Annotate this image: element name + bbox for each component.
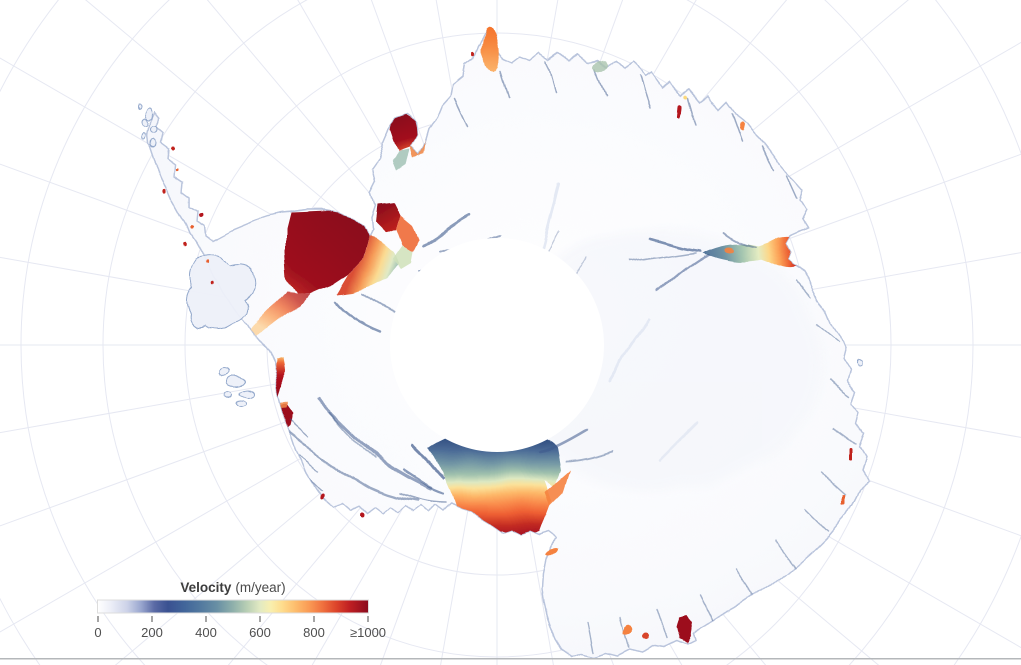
coastal-island (223, 392, 233, 400)
legend-colorbar (97, 599, 369, 614)
islands (137, 103, 864, 408)
faint-flowline (608, 318, 652, 382)
bottom-coast-red-blob (676, 615, 693, 642)
legend-label-600: 600 (249, 625, 271, 640)
legend-title: Velocity (m/year) (180, 580, 285, 595)
legend-label-0: 0 (94, 625, 101, 640)
peninsula-islet (150, 125, 158, 135)
coastal-island (856, 359, 864, 365)
teal-coastal-patch (592, 61, 608, 71)
faint-flowline (658, 418, 702, 462)
filchner-fast-flow (388, 114, 418, 150)
peninsula-red-dot (198, 211, 204, 217)
peninsula-orange-dot (191, 225, 195, 229)
legend: Velocity (m/year) 0 200 400 600 800 ≥1000 (94, 580, 386, 640)
footer-divider (0, 658, 1021, 660)
coastal-island (217, 367, 231, 377)
small-red-spot (676, 106, 682, 118)
legend-label-800: 800 (303, 625, 325, 640)
thwaites-fast-flow (270, 404, 295, 444)
ronne-east-shear (336, 236, 400, 292)
legend-label-400: 400 (195, 625, 217, 640)
peninsula-red-dot (209, 279, 213, 283)
peninsula-red-dot (170, 147, 174, 151)
ronne-fast-flow (286, 212, 369, 293)
peninsula-orange-dot (176, 168, 180, 172)
peninsula-islet (149, 139, 155, 147)
peninsula-islet (140, 132, 146, 140)
amery-orange-spot (724, 246, 734, 252)
pole-data-hole (390, 238, 604, 452)
peninsula-islet (137, 103, 141, 109)
filchner-teal-fringe (394, 148, 411, 168)
small-orange-spot (842, 495, 846, 505)
legend-label-1000: ≥1000 (350, 625, 386, 640)
coastal-island (234, 400, 246, 408)
jutulstraumen-tongue (482, 27, 499, 72)
small-red-spot (360, 511, 366, 517)
peninsula-orange-dot (204, 260, 208, 264)
recovery-teal-tail (394, 244, 414, 268)
legend-labels: 0 200 400 600 800 ≥1000 (94, 625, 386, 640)
peninsula-islet (145, 106, 155, 120)
small-red-spot (470, 51, 474, 55)
small-yellow-spot (685, 96, 689, 100)
small-red-spot (850, 448, 854, 461)
legend-ticks (97, 616, 369, 622)
small-red-spot (642, 633, 650, 639)
recovery-orange-streak (398, 214, 420, 250)
alexander-island (185, 254, 256, 330)
amery-lambert-fast-flow (702, 236, 806, 269)
byrd-east-streak (545, 470, 570, 505)
ronne-southwest-tail (250, 292, 312, 337)
small-orange-spot (621, 627, 633, 637)
coastal-fast-flow-spots (162, 27, 854, 642)
small-orange-spot (545, 548, 557, 556)
peninsula-islet (142, 117, 150, 127)
peninsula-red-dot (162, 188, 166, 192)
legend-label-200: 200 (141, 625, 163, 640)
peninsula-red-dot (184, 242, 188, 246)
coastal-island (240, 389, 256, 399)
small-red-spot (319, 494, 325, 500)
coastal-island (227, 376, 245, 388)
small-orange-spot (740, 121, 746, 130)
recovery-fast-flow (376, 202, 402, 232)
